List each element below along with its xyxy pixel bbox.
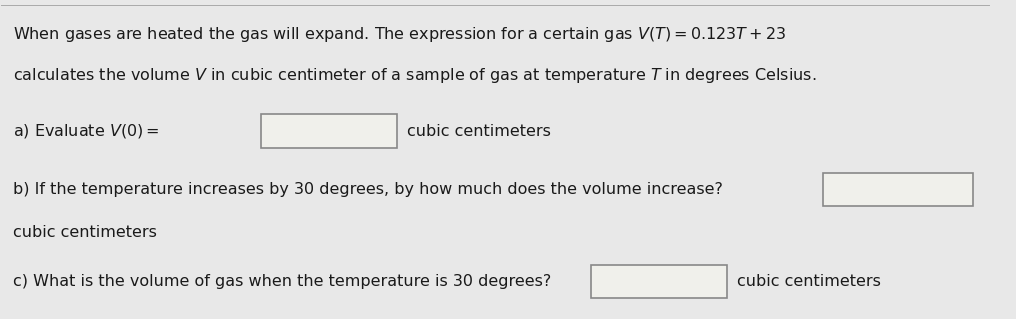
FancyBboxPatch shape: [591, 265, 727, 298]
Text: b) If the temperature increases by 30 degrees, by how much does the volume incre: b) If the temperature increases by 30 de…: [13, 182, 723, 197]
Text: calculates the volume $V$ in cubic centimeter of a sample of gas at temperature : calculates the volume $V$ in cubic centi…: [13, 66, 817, 85]
Text: cubic centimeters: cubic centimeters: [407, 123, 552, 138]
FancyBboxPatch shape: [823, 173, 973, 206]
Text: cubic centimeters: cubic centimeters: [738, 274, 881, 289]
FancyBboxPatch shape: [261, 115, 397, 148]
Text: When gases are heated the gas will expand. The expression for a certain gas $V(T: When gases are heated the gas will expan…: [13, 25, 786, 44]
Text: c) What is the volume of gas when the temperature is 30 degrees?: c) What is the volume of gas when the te…: [13, 274, 552, 289]
Text: a) Evaluate $V(0) =$: a) Evaluate $V(0) =$: [13, 122, 160, 140]
Text: cubic centimeters: cubic centimeters: [13, 225, 157, 240]
